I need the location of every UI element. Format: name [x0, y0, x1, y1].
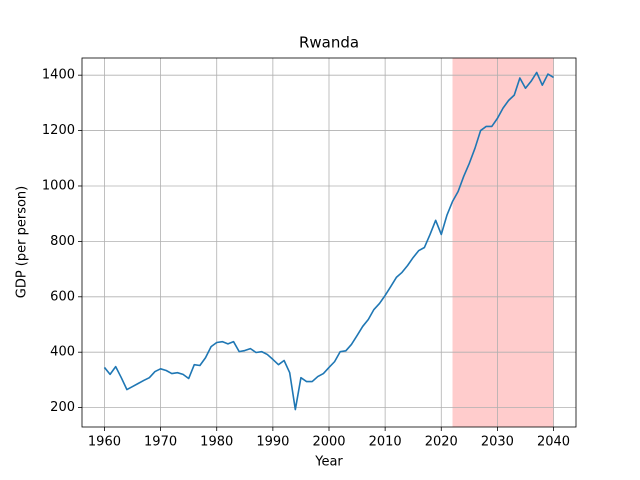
data-line [103, 71, 554, 411]
x-tick-label: 2020 [425, 435, 458, 450]
x-axis-label: Year [314, 455, 343, 470]
y-tick-label: 600 [50, 289, 75, 304]
plot-frame [81, 57, 577, 428]
x-tick-label: 1960 [88, 435, 121, 450]
x-tick-label: 2030 [481, 435, 514, 450]
x-tick-label: 2000 [312, 435, 345, 450]
y-tick-label: 400 [50, 345, 75, 360]
y-tick-label: 1400 [42, 68, 75, 83]
y-tick-label: 800 [50, 234, 75, 249]
y-axis-label: GDP (per person) [15, 186, 30, 299]
x-tick-label: 1990 [256, 435, 289, 450]
highlight-span [452, 58, 554, 427]
x-tick-label: 2040 [537, 435, 570, 450]
x-tick-label: 1980 [200, 435, 233, 450]
y-tick-label: 200 [50, 400, 75, 415]
x-tick-label: 1970 [144, 435, 177, 450]
chart-title: Rwanda [299, 34, 359, 52]
x-tick-label: 2010 [369, 435, 402, 450]
y-tick-label: 1000 [42, 178, 75, 193]
y-tick-label: 1200 [42, 123, 75, 138]
